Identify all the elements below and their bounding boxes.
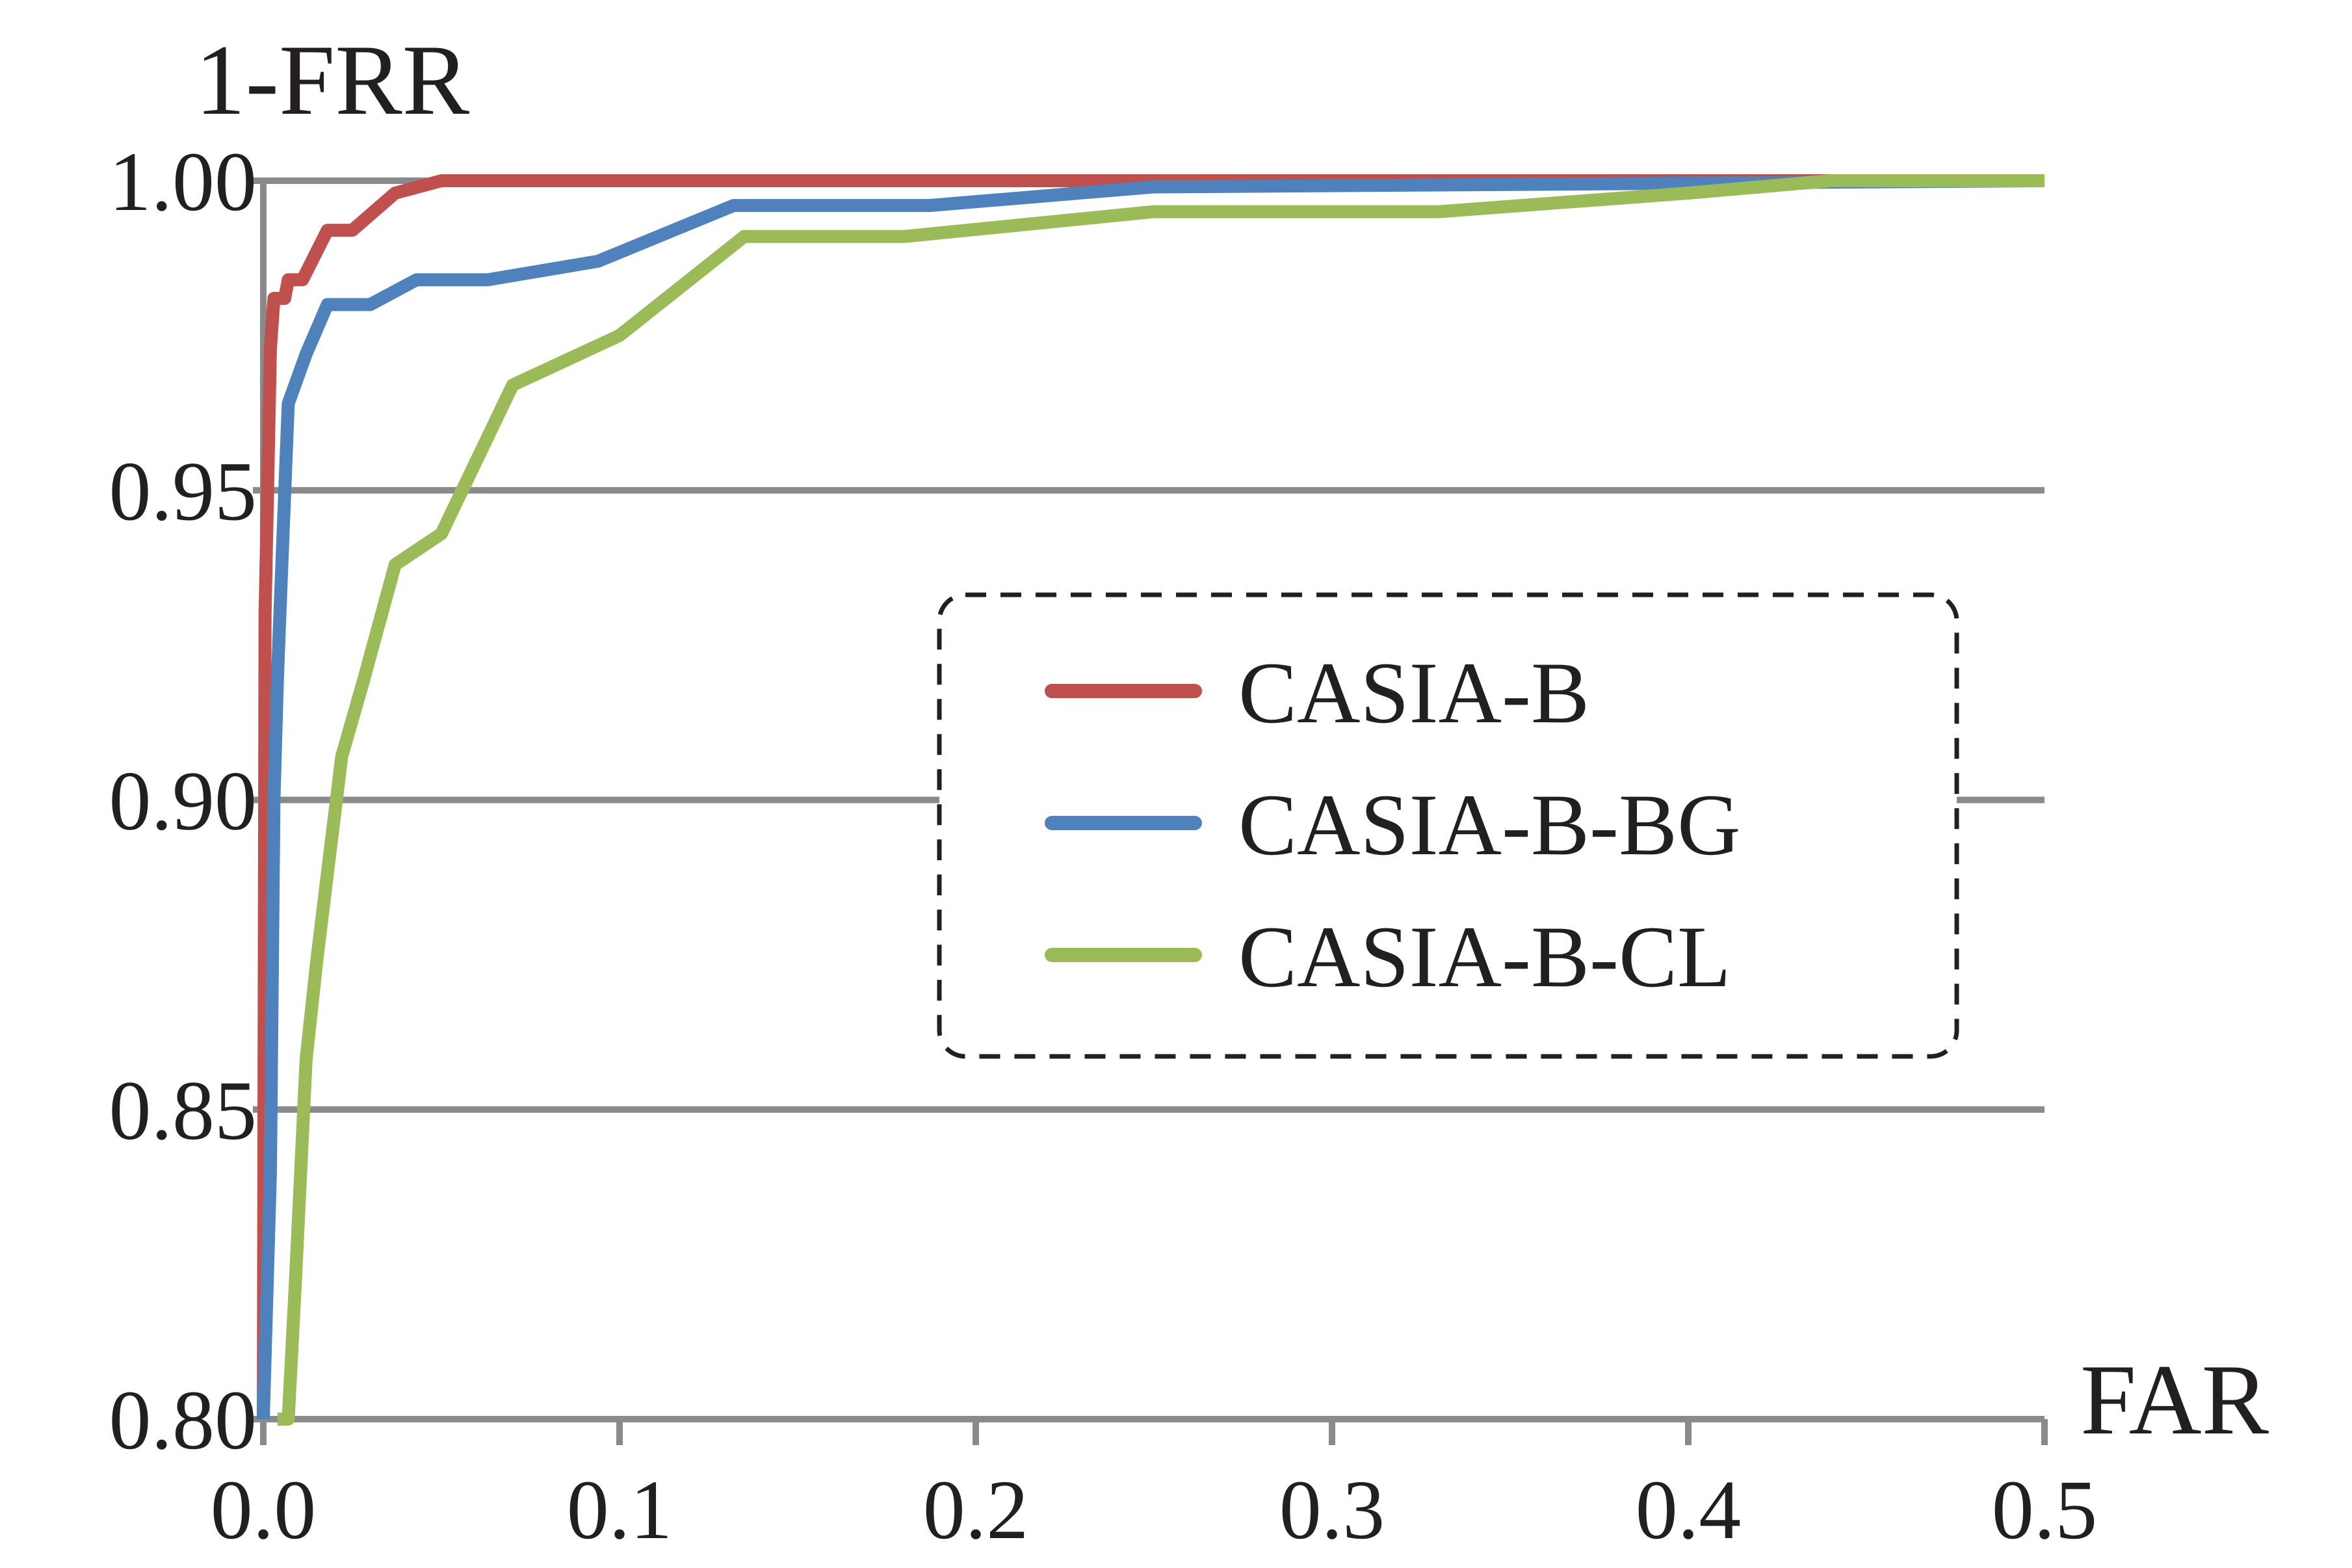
y-axis-title: 1-FRR [195, 24, 470, 136]
x-tick-label: 0.5 [1992, 1463, 2098, 1557]
series-lines [257, 174, 2045, 1426]
tick-labels: 0.80 0.85 0.90 0.95 1.00 0.0 0.1 0.2 0.3 0.4 0.5 [109, 135, 2098, 1557]
legend-border [937, 592, 1959, 1059]
x-tick-label: 0.1 [567, 1463, 673, 1557]
x-tick-label: 0.3 [1279, 1463, 1385, 1557]
y-tick-label: 0.85 [109, 1064, 257, 1158]
y-tick-label: 0.90 [109, 755, 257, 848]
legend: CASIA-B CASIA-B-BG CASIA-B-CL [937, 592, 1959, 1059]
legend-label: CASIA-B [1238, 645, 1589, 742]
y-tick-label: 0.80 [109, 1374, 257, 1467]
x-axis-title: FAR [2080, 1344, 2269, 1456]
legend-label: CASIA-B-CL [1238, 909, 1731, 1006]
x-tick-label: 0.0 [211, 1463, 317, 1557]
x-tick-label: 0.4 [1636, 1463, 1742, 1557]
y-tick-label: 0.95 [109, 445, 257, 538]
x-tick-label: 0.2 [923, 1463, 1029, 1557]
series-line-casia-b-cl [277, 174, 2045, 1426]
legend-label: CASIA-B-BG [1238, 777, 1741, 874]
series-line-casia-b [257, 174, 2045, 1420]
series-line-casia-b-bg [257, 174, 2045, 1420]
y-tick-label: 1.00 [109, 135, 257, 229]
